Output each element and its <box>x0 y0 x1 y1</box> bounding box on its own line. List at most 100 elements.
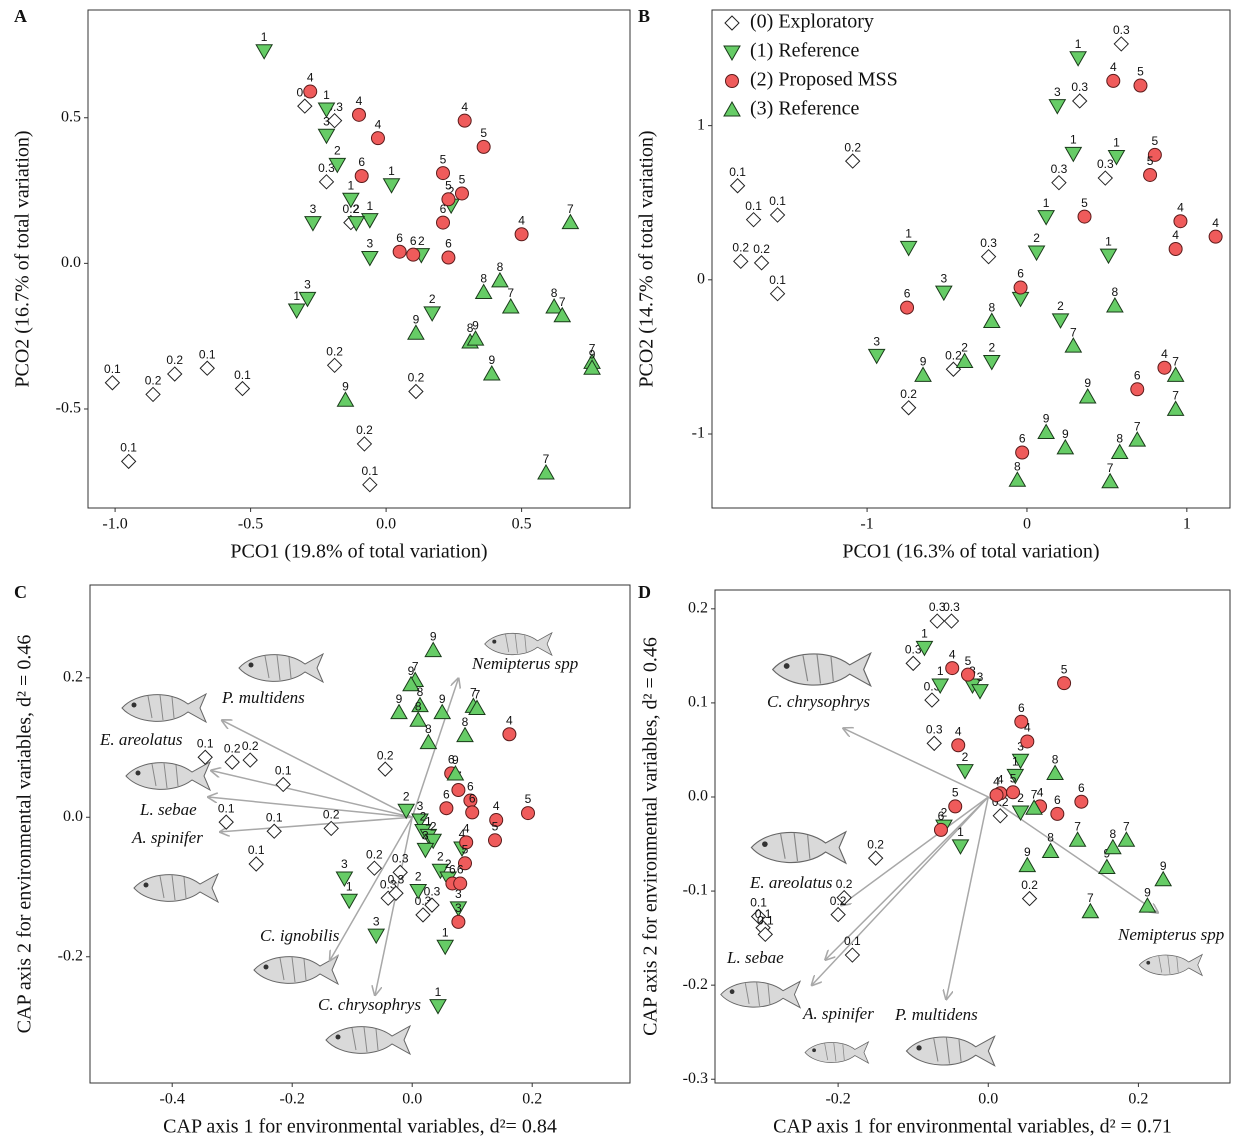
point-label: 4 <box>1037 786 1044 800</box>
point <box>750 908 767 925</box>
point-label: 9 <box>1144 885 1151 899</box>
point <box>1006 785 1021 800</box>
point-label: 2 <box>429 292 436 306</box>
point <box>1098 858 1116 875</box>
point <box>1081 902 1100 919</box>
vector-arrow <box>812 796 989 985</box>
vector-arrow <box>946 796 989 999</box>
point-label: 0.1 <box>248 843 265 857</box>
point-label: 6 <box>396 231 403 245</box>
point-label: 6 <box>443 787 450 801</box>
x-tick-label: -0.2 <box>825 1091 850 1108</box>
point-label: 5 <box>965 654 972 668</box>
point-label: 2 <box>448 184 455 198</box>
point-label: 3 <box>310 202 317 216</box>
point <box>491 271 509 288</box>
point <box>409 883 428 900</box>
panel-label: A <box>14 6 27 26</box>
panel-label: C <box>14 582 27 602</box>
point-label: 0.2 <box>900 387 917 401</box>
point-label: 7 <box>1070 325 1077 339</box>
point <box>1130 382 1145 397</box>
point <box>326 357 343 374</box>
y-axis-label: PCO2 (16.7% of total variation) <box>12 130 34 387</box>
point-label: 0.2 <box>753 242 770 256</box>
point-label: 2 <box>962 750 969 764</box>
arrow-label: C. ignobilis <box>260 926 340 945</box>
point-label: 0.1 <box>769 273 786 287</box>
point <box>424 833 443 850</box>
point <box>446 765 465 781</box>
x-tick-label: 0.5 <box>512 516 532 533</box>
point-label: 0.2 <box>377 748 394 762</box>
point-label: 8 <box>417 685 424 699</box>
point-label: 5 <box>1010 771 1017 785</box>
point <box>451 783 466 798</box>
point <box>347 216 366 232</box>
point-label: 1 <box>435 985 442 999</box>
point-label: 0.1 <box>361 464 378 478</box>
point <box>234 380 251 397</box>
point <box>407 324 425 340</box>
plot-frame <box>714 589 1231 1084</box>
point <box>980 248 997 265</box>
point-label: 4 <box>1161 347 1168 361</box>
point <box>456 726 474 743</box>
point <box>514 227 529 242</box>
point-label: 8 <box>1116 432 1123 446</box>
point-label: 7 <box>412 660 419 674</box>
point-label: 5 <box>1061 662 1068 676</box>
point-label: 9 <box>589 347 596 361</box>
vector-arrow <box>843 728 989 798</box>
point <box>521 806 535 821</box>
point-label: 0.1 <box>769 194 786 208</box>
point-label: 1 <box>261 30 268 44</box>
point <box>360 213 379 229</box>
point-label: 6 <box>448 752 455 766</box>
point-label: 6 <box>449 863 456 877</box>
point-label: 9 <box>439 692 446 706</box>
point-label: 8 <box>425 722 432 736</box>
y-tick-label: -0.3 <box>683 1070 708 1087</box>
point-label: 4 <box>307 71 314 85</box>
point-label: 4 <box>461 100 468 114</box>
arrow-label: E. areolatus <box>749 873 833 892</box>
point-label: 7 <box>589 342 596 356</box>
point-label: 7 <box>507 286 514 300</box>
point <box>287 303 306 319</box>
point-label: 0.1 <box>729 165 746 179</box>
point-label: 6 <box>1018 701 1025 715</box>
point-label: 0.1 <box>120 441 137 455</box>
point <box>326 112 343 129</box>
arrow-label: Nemipterus spp <box>471 654 578 673</box>
point <box>317 128 336 145</box>
point-label: 0.3 <box>929 600 946 614</box>
point <box>982 355 1001 371</box>
point-label: 0.3 <box>926 723 943 737</box>
point-label: 0.3 <box>392 852 409 866</box>
point <box>466 330 485 346</box>
point-label: 1 <box>937 664 944 678</box>
legend-marker <box>725 74 739 88</box>
point-label: 0.2 <box>836 877 853 891</box>
point-label: 2 <box>988 341 995 355</box>
point-label: 3 <box>304 277 311 291</box>
point-label: 3 <box>1054 85 1061 99</box>
point-label: 6 <box>469 792 476 806</box>
point <box>298 291 317 308</box>
point-label: 5 <box>480 126 487 140</box>
point <box>955 352 974 369</box>
point-label: 9 <box>430 630 437 644</box>
point-label: 1 <box>442 925 449 939</box>
point <box>1166 366 1185 382</box>
point <box>769 207 786 223</box>
point-label: 5 <box>459 173 466 187</box>
legend-label: (2) Proposed MSS <box>750 69 898 91</box>
arrow-label: L. sebae <box>139 800 197 819</box>
point-label: 6 <box>358 155 365 169</box>
point <box>753 255 770 271</box>
x-tick-label: 0.2 <box>522 1091 542 1108</box>
point-label: 6 <box>445 237 452 251</box>
point-label: 6 <box>1054 793 1061 807</box>
x-tick-label: -0.2 <box>280 1091 305 1108</box>
